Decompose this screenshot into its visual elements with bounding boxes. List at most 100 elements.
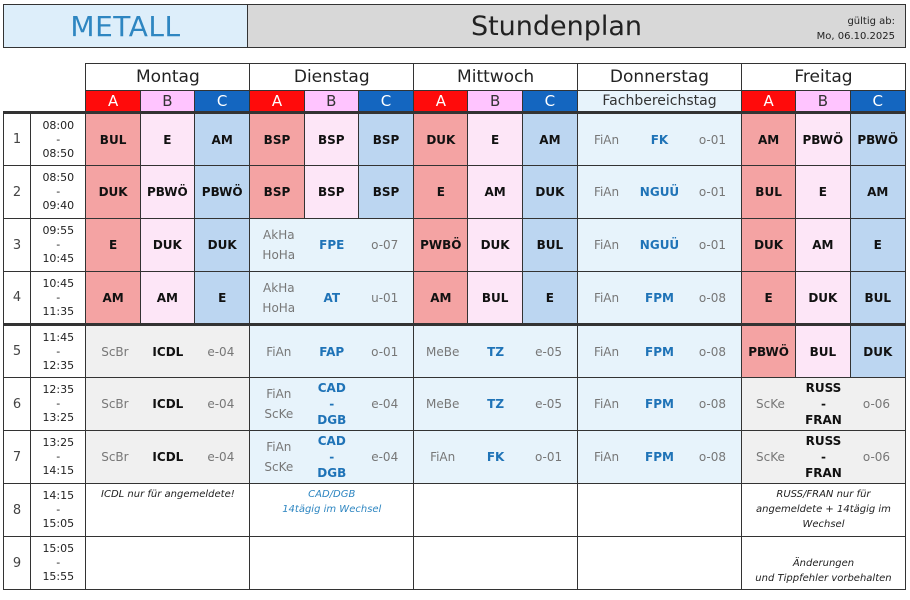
empty-cell	[577, 536, 742, 590]
group-b: B	[467, 90, 523, 113]
period-number: 1	[2, 111, 32, 166]
day-monday: Montag	[85, 63, 251, 91]
merged-lesson: ScBr ICDL e-04	[85, 377, 251, 431]
merged-lesson: ScKe RUSS - FRAN o-06	[740, 430, 907, 484]
group-c: C	[521, 90, 579, 113]
lesson-cell: DUK	[740, 218, 797, 272]
period-row-4: 4 10:45-11:35 AM AM E AkHa HoHa AT u-01 AM …	[2, 271, 906, 325]
lesson-cell: E	[795, 165, 851, 219]
period-row-1: 1 08:00-08:50 BUL E AM BSP BSP BSP DUK E…	[2, 111, 906, 166]
period-row-5: 5 11:45-12:35 ScBr ICDL e-04 FiAn FAP o-01 M…	[2, 323, 906, 378]
period-number: 8	[2, 483, 32, 537]
merged-lesson: FiAn ScKe CAD - DGB e-04	[249, 430, 415, 484]
lesson-cell: E	[521, 271, 579, 325]
period-time: 09:55-10:45	[30, 218, 87, 272]
lesson-cell: BUL	[85, 111, 141, 166]
lesson-cell: DUK	[849, 323, 906, 378]
lesson-cell: E	[467, 111, 523, 166]
period-time: 11:45-12:35	[30, 323, 87, 378]
lesson-cell: E	[849, 218, 906, 272]
lesson-cell: AM	[193, 111, 251, 166]
lesson-cell: AM	[139, 271, 196, 325]
group-a: A	[740, 90, 797, 113]
merged-lesson: FiAn FK o-01	[577, 111, 742, 166]
group-c: C	[357, 90, 415, 113]
note-tuesday: CAD/DGB 14tägig im Wechsel	[249, 483, 415, 537]
department-label: METALL	[3, 4, 248, 48]
lesson-cell: AM	[795, 218, 851, 272]
empty-cell	[413, 483, 579, 537]
period-number: 5	[2, 323, 32, 378]
group-c: C	[193, 90, 251, 113]
period-number: 7	[2, 430, 32, 484]
lesson-cell: E	[413, 165, 469, 219]
group-header-row: A B C A B C A B C Fachbereichstag A B C	[4, 90, 906, 113]
merged-lesson: FiAn NGUÜ o-01	[577, 218, 742, 272]
lesson-cell: PBWÖ	[849, 111, 906, 166]
day-friday: Freitag	[740, 63, 907, 91]
lesson-cell: BUL	[849, 271, 906, 325]
empty-cell	[249, 536, 415, 590]
merged-lesson: FiAn NGUÜ o-01	[577, 165, 742, 219]
period-row-9: 9 15:05-15:55 Änderungen und Tippfehler v…	[2, 536, 907, 590]
lesson-cell: DUK	[139, 218, 196, 272]
disclaimer-note: Änderungen und Tippfehler vorbehalten	[740, 536, 907, 590]
timetable: Montag Dienstag Mittwoch Donnerstag Frei…	[2, 63, 907, 590]
merged-lesson: MeBe TZ e-05	[413, 323, 579, 378]
valid-label: gültig ab:	[847, 16, 895, 27]
period-time: 13:25-14:15	[30, 430, 87, 484]
lesson-cell: BSP	[303, 111, 359, 166]
lesson-cell: BUL	[467, 271, 523, 325]
group-c: C	[849, 90, 906, 113]
merged-lesson: FiAn ScKe CAD - DGB e-04	[249, 377, 415, 431]
corner2	[4, 91, 86, 113]
period-time: 10:45-11:35	[30, 271, 87, 325]
period-time: 14:15-15:05	[30, 483, 87, 537]
period-time: 08:00-08:50	[30, 111, 87, 166]
period-row-7: 7 13:25-14:15 ScBr ICDL e-04 FiAn ScKe CAD - D…	[2, 430, 907, 484]
period-number: 3	[2, 218, 32, 272]
lesson-cell: PWBÖ	[413, 218, 469, 272]
lesson-cell: AM	[521, 111, 579, 166]
lesson-cell: DUK	[85, 165, 141, 219]
lesson-cell: AM	[467, 165, 523, 219]
lesson-cell: DUK	[413, 111, 469, 166]
merged-lesson: FiAn FPM o-08	[577, 323, 742, 378]
lesson-cell: BSP	[357, 111, 415, 166]
fachbereichstag-label: Fachbereichstag	[577, 90, 742, 113]
group-a: A	[413, 90, 469, 113]
period-number: 9	[2, 536, 32, 590]
lesson-cell: DUK	[467, 218, 523, 272]
merged-lesson: ScBr ICDL e-04	[85, 323, 251, 378]
period-time: 08:50-09:40	[30, 165, 87, 219]
merged-lesson: FiAn FPM o-08	[577, 271, 742, 325]
group-b: B	[139, 90, 196, 113]
lesson-cell: PBWÖ	[795, 111, 851, 166]
period-row-6: 6 12:35-13:25 ScBr ICDL e-04 FiAn ScKe CAD - D…	[2, 377, 907, 431]
period-row-2: 2 08:50-09:40 DUK PBWÖ PBWÖ BSP BSP BSP …	[2, 165, 906, 219]
empty-cell	[413, 536, 579, 590]
lesson-cell: BUL	[795, 323, 851, 378]
lesson-cell: E	[193, 271, 251, 325]
group-b: B	[303, 90, 359, 113]
valid-date: Mo, 06.10.2025	[816, 31, 895, 42]
merged-lesson: ScKe RUSS - FRAN o-06	[740, 377, 907, 431]
lesson-cell: PBWÖ	[740, 323, 797, 378]
period-row-3: 3 09:55-10:45 E DUK DUK AkHa HoHa FPE o-07 …	[2, 218, 906, 272]
lesson-cell: DUK	[193, 218, 251, 272]
lesson-cell: DUK	[795, 271, 851, 325]
lesson-cell: AM	[849, 165, 906, 219]
lesson-cell: E	[85, 218, 141, 272]
lesson-cell: DUK	[521, 165, 579, 219]
lesson-cell: BSP	[249, 111, 305, 166]
merged-lesson: FiAn FAP o-01	[249, 323, 415, 378]
period-time: 15:05-15:55	[30, 536, 87, 590]
period-number: 2	[2, 165, 32, 219]
lesson-cell: BUL	[740, 165, 797, 219]
lesson-cell: AM	[740, 111, 797, 166]
period-number: 6	[2, 377, 32, 431]
group-a: A	[249, 90, 305, 113]
period-row-8: 8 14:15-15:05 ICDL nur für angemeldete! …	[2, 483, 907, 537]
period-number: 4	[2, 271, 32, 325]
lesson-cell: AM	[85, 271, 141, 325]
